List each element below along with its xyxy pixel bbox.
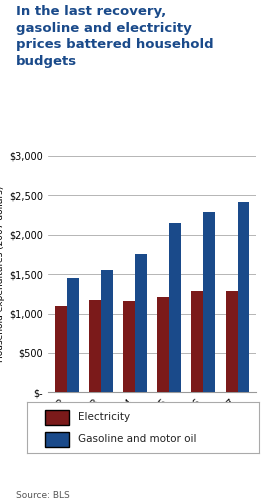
FancyBboxPatch shape bbox=[45, 410, 69, 425]
FancyBboxPatch shape bbox=[45, 432, 69, 447]
Bar bbox=[67, 278, 79, 392]
Bar bbox=[226, 291, 238, 392]
Bar bbox=[101, 270, 113, 392]
Bar bbox=[238, 202, 249, 392]
Bar bbox=[169, 223, 181, 392]
Text: In the last recovery,
gasoline and electricity
prices battered household
budgets: In the last recovery, gasoline and elect… bbox=[16, 5, 214, 67]
Text: Electricity: Electricity bbox=[78, 412, 130, 423]
Bar bbox=[89, 300, 101, 392]
Bar bbox=[203, 212, 215, 392]
Bar bbox=[55, 306, 67, 392]
Bar bbox=[191, 291, 203, 392]
Text: Gasoline and motor oil: Gasoline and motor oil bbox=[78, 434, 196, 444]
Bar bbox=[123, 300, 135, 392]
Bar bbox=[157, 297, 169, 392]
Y-axis label: Household expenditures (2007 dollars): Household expenditures (2007 dollars) bbox=[0, 186, 5, 362]
Bar bbox=[135, 255, 147, 392]
Text: Source: BLS: Source: BLS bbox=[16, 491, 70, 500]
